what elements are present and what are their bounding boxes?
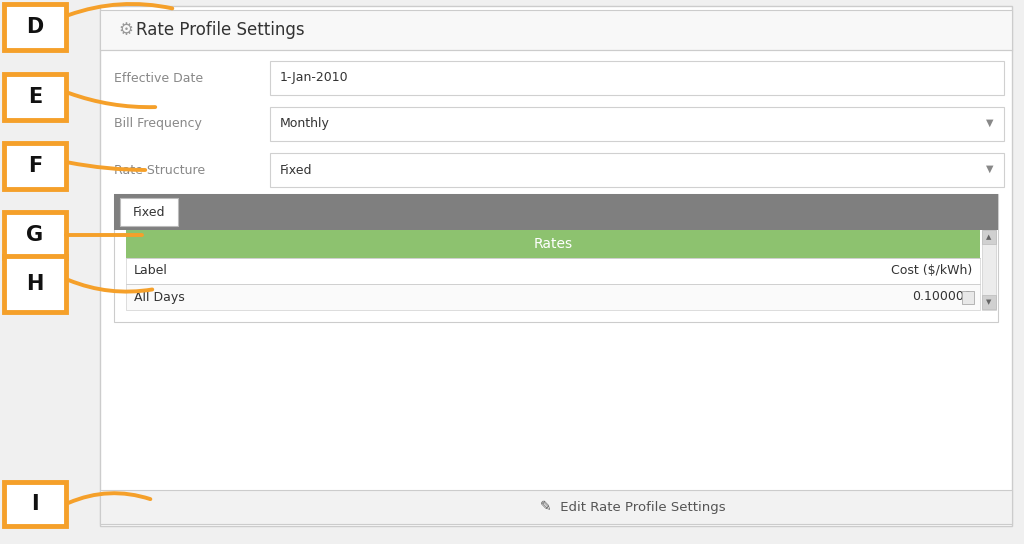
- Bar: [982, 230, 996, 310]
- Bar: [100, 490, 1012, 524]
- Text: ▼: ▼: [986, 299, 991, 305]
- Text: H: H: [27, 274, 44, 294]
- Text: Fixed: Fixed: [280, 164, 312, 176]
- Bar: [982, 295, 996, 309]
- Bar: [126, 258, 980, 284]
- Text: 0.100000: 0.100000: [912, 290, 972, 304]
- Text: Label: Label: [134, 264, 168, 277]
- Bar: [4, 143, 66, 189]
- Bar: [270, 153, 1004, 187]
- Text: ✎: ✎: [540, 500, 551, 514]
- Text: G: G: [27, 225, 44, 245]
- Bar: [270, 107, 1004, 141]
- Text: D: D: [27, 17, 44, 37]
- Bar: [4, 212, 66, 258]
- Text: I: I: [31, 494, 39, 514]
- Text: 1-Jan-2010: 1-Jan-2010: [280, 71, 348, 84]
- Text: Fixed: Fixed: [133, 206, 165, 219]
- Text: Rates: Rates: [534, 237, 572, 251]
- Text: ▲: ▲: [986, 234, 991, 240]
- Text: ⚙: ⚙: [118, 21, 133, 39]
- Text: All Days: All Days: [134, 290, 184, 304]
- Bar: [270, 61, 1004, 95]
- Text: Bill Frequency: Bill Frequency: [114, 118, 202, 131]
- Text: ▼: ▼: [986, 164, 993, 174]
- Bar: [962, 291, 974, 304]
- Bar: [4, 74, 66, 120]
- Bar: [100, 7, 1012, 17]
- Bar: [4, 256, 66, 312]
- Bar: [120, 198, 178, 226]
- Bar: [4, 4, 66, 50]
- Text: Rate Structure: Rate Structure: [114, 164, 205, 176]
- Text: Cost ($/kWh): Cost ($/kWh): [891, 264, 972, 277]
- Text: F: F: [28, 156, 42, 176]
- Bar: [982, 230, 996, 244]
- Bar: [4, 482, 66, 526]
- Text: Monthly: Monthly: [280, 118, 330, 131]
- Text: E: E: [28, 87, 42, 107]
- Text: Effective Date: Effective Date: [114, 71, 203, 84]
- Bar: [100, 6, 1012, 526]
- Bar: [114, 194, 998, 230]
- Bar: [100, 10, 1012, 50]
- Bar: [126, 284, 980, 310]
- Text: Edit Rate Profile Settings: Edit Rate Profile Settings: [556, 500, 726, 514]
- Bar: [126, 230, 980, 258]
- Text: Rate Profile Settings: Rate Profile Settings: [136, 21, 304, 39]
- Text: ▼: ▼: [986, 118, 993, 128]
- Bar: [114, 194, 998, 322]
